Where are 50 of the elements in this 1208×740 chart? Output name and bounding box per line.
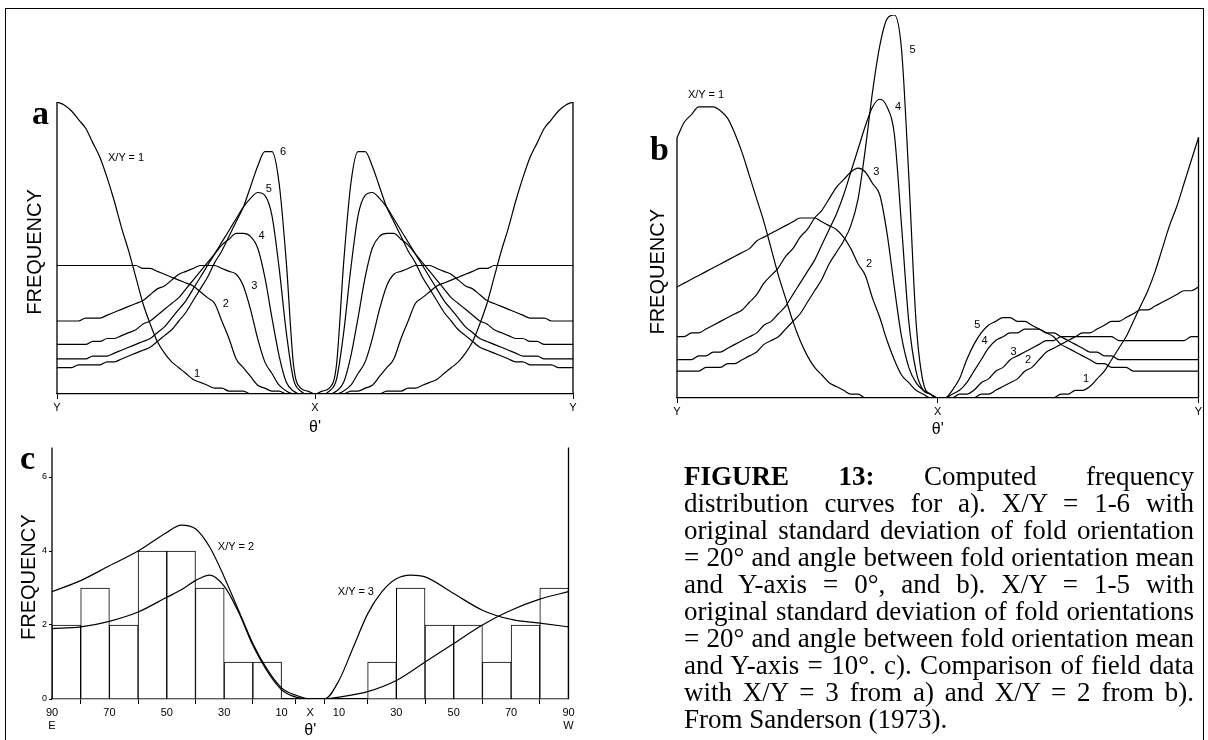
x-tick-label: Y — [1194, 404, 1203, 417]
x-tick-label: 50 — [447, 705, 460, 718]
text: b — [650, 129, 669, 167]
series-label: 1 — [194, 366, 201, 379]
y-tick-label: 4 — [41, 545, 47, 556]
x-tick-label: 10 — [275, 705, 288, 718]
annotation: X/Y = 1 — [108, 150, 145, 163]
x-tick-label: 70 — [504, 705, 518, 718]
text: FIGURE 13: Computed frequency distribution curves for a). X/Y = 1-6 with original standard deviation of fold orientation = 20° and angle between fold orientation mean and Y-axis = 0°, and b). X/Y = 1-5 with original standard deviation of fold orientations = 20° and angle between fold orientation mean and Y-axis = 10°. c). Comparison of field data with X/Y = 3 from a) and X/Y = 2 from b). From Sanderson (1973). — [684, 461, 1195, 734]
series-label: X/Y = 2 — [217, 540, 255, 553]
x-axis-title: θ' — [304, 720, 317, 738]
text: 2 — [866, 256, 873, 269]
text: 5 — [909, 42, 916, 55]
series-label: 5 — [265, 181, 272, 194]
x-tick-label: 90 E — [45, 705, 59, 731]
series-label: 3 — [1010, 345, 1017, 358]
series-label: 5 — [974, 318, 981, 331]
x-tick-label: 50 — [160, 705, 173, 718]
x-tick-label: X — [934, 404, 943, 417]
x-tick-label: X — [311, 400, 320, 413]
x-tick-label: 30 — [390, 705, 403, 718]
y-axis-title: FREQUENCY — [645, 208, 668, 335]
y-axis-title: FREQUENCY — [16, 514, 39, 640]
text: 3 — [873, 165, 880, 178]
x-tick-label: 30 — [218, 705, 231, 718]
x-tick-label: 90 W — [562, 705, 575, 731]
chart-title: c — [19, 439, 35, 477]
series-label: 2 — [1025, 352, 1032, 365]
series-label: 3 — [251, 278, 258, 291]
y-tick-label: 2 — [41, 619, 47, 630]
series-label: X/Y = 3 — [337, 584, 374, 597]
series-label: 4 — [981, 333, 988, 346]
y-tick-label: 6 — [41, 471, 47, 482]
series-label: 6 — [280, 144, 287, 157]
series-label: 4 — [258, 229, 265, 242]
text: 4 — [895, 99, 902, 112]
x-axis-title: θ' — [931, 419, 944, 437]
x-axis-title: θ' — [309, 417, 321, 435]
series-label: 1 — [1082, 371, 1090, 384]
annotation: X/Y = 1 — [687, 88, 725, 101]
series-label: 2 — [222, 296, 229, 309]
x-tick-label: X — [306, 705, 315, 718]
y-axis-title: FREQUENCY — [22, 189, 45, 315]
y-tick-label: 0 — [41, 693, 47, 704]
x-tick-label: 10 — [332, 705, 346, 718]
x-tick-label: Y — [53, 400, 62, 413]
x-tick-label: Y — [569, 400, 578, 413]
chart-title: a — [32, 94, 49, 131]
x-tick-label: Y — [673, 404, 682, 417]
x-tick-label: 70 — [103, 705, 116, 718]
